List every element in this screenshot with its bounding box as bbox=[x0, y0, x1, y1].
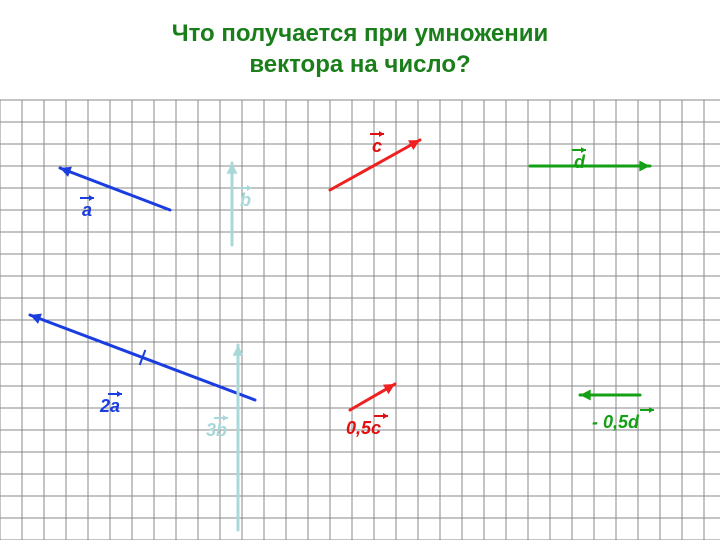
vector-label-half_c: 0,5c bbox=[346, 418, 381, 439]
vector-label-two_a: 2а bbox=[100, 396, 120, 417]
vector-label-neg_half_d: - 0,5d bbox=[592, 412, 639, 433]
vector-label-a: a bbox=[82, 200, 92, 221]
vector-label-c: c bbox=[372, 136, 382, 157]
vector-label-d: d bbox=[574, 152, 585, 173]
vector-label-b: b bbox=[240, 190, 251, 211]
vector-label-three_b: 3b bbox=[206, 420, 227, 441]
vector-diagram bbox=[0, 0, 720, 540]
